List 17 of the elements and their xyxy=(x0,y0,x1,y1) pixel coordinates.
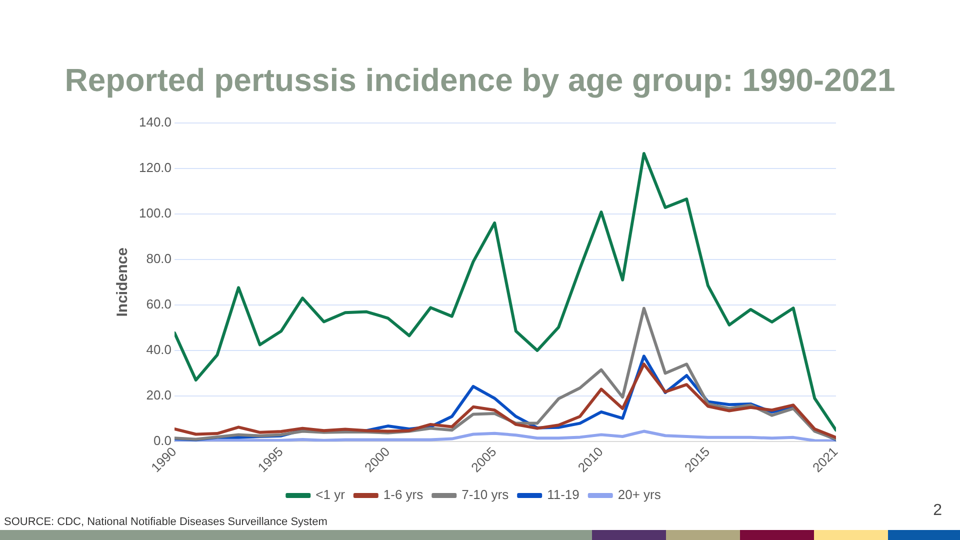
y-tick-label: 140.0 xyxy=(138,114,172,130)
legend-label: 7-10 yrs xyxy=(462,487,510,502)
legend-label: 11-19 xyxy=(547,487,580,502)
y-axis-title: Incidence xyxy=(114,248,132,317)
source-note: SOURCE: CDC, National Notifiable Diseases Surveillance System xyxy=(4,516,328,528)
y-tick-label: 80.0 xyxy=(146,250,172,266)
y-tick-label: 20.0 xyxy=(146,388,172,403)
legend-label: 20+ yrs xyxy=(618,487,662,502)
legend-label: <1 yr xyxy=(316,487,346,502)
y-tick-label: 40.0 xyxy=(146,342,172,358)
text: 2 xyxy=(933,502,942,520)
y-tick-label: 0.0 xyxy=(153,433,172,448)
y-tick-label: 120.0 xyxy=(138,160,172,175)
chart-title: Reported pertussis incidence by age group: 1990-2021 xyxy=(64,62,896,99)
y-tick-label: 60.0 xyxy=(146,296,172,312)
legend-label: 1-6 yrs xyxy=(383,487,424,502)
y-tick-label: 100.0 xyxy=(138,205,172,220)
